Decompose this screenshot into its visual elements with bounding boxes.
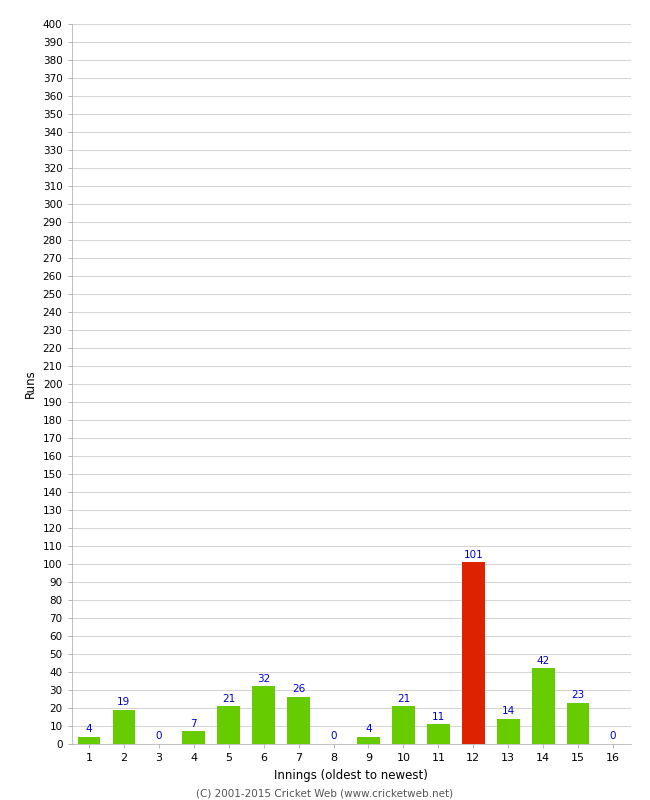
Text: 0: 0 bbox=[610, 731, 616, 742]
Bar bbox=[532, 668, 554, 744]
Text: 26: 26 bbox=[292, 685, 306, 694]
Bar bbox=[183, 731, 205, 744]
Text: 4: 4 bbox=[365, 724, 372, 734]
Text: 23: 23 bbox=[571, 690, 585, 700]
Bar bbox=[497, 718, 519, 744]
Text: 101: 101 bbox=[463, 550, 483, 559]
Bar bbox=[357, 737, 380, 744]
Text: (C) 2001-2015 Cricket Web (www.cricketweb.net): (C) 2001-2015 Cricket Web (www.cricketwe… bbox=[196, 788, 454, 798]
Bar bbox=[112, 710, 135, 744]
Text: 11: 11 bbox=[432, 711, 445, 722]
Bar bbox=[217, 706, 240, 744]
Bar bbox=[252, 686, 275, 744]
X-axis label: Innings (oldest to newest): Innings (oldest to newest) bbox=[274, 769, 428, 782]
Bar bbox=[462, 562, 485, 744]
Bar bbox=[287, 697, 310, 744]
Text: 21: 21 bbox=[396, 694, 410, 703]
Text: 19: 19 bbox=[117, 697, 131, 707]
Text: 7: 7 bbox=[190, 718, 197, 729]
Text: 4: 4 bbox=[86, 724, 92, 734]
Text: 0: 0 bbox=[155, 731, 162, 742]
Bar bbox=[567, 702, 590, 744]
Bar bbox=[427, 724, 450, 744]
Text: 14: 14 bbox=[502, 706, 515, 716]
Bar bbox=[77, 737, 100, 744]
Bar bbox=[392, 706, 415, 744]
Text: 21: 21 bbox=[222, 694, 235, 703]
Text: 42: 42 bbox=[536, 656, 550, 666]
Y-axis label: Runs: Runs bbox=[24, 370, 37, 398]
Text: 32: 32 bbox=[257, 674, 270, 684]
Text: 0: 0 bbox=[330, 731, 337, 742]
